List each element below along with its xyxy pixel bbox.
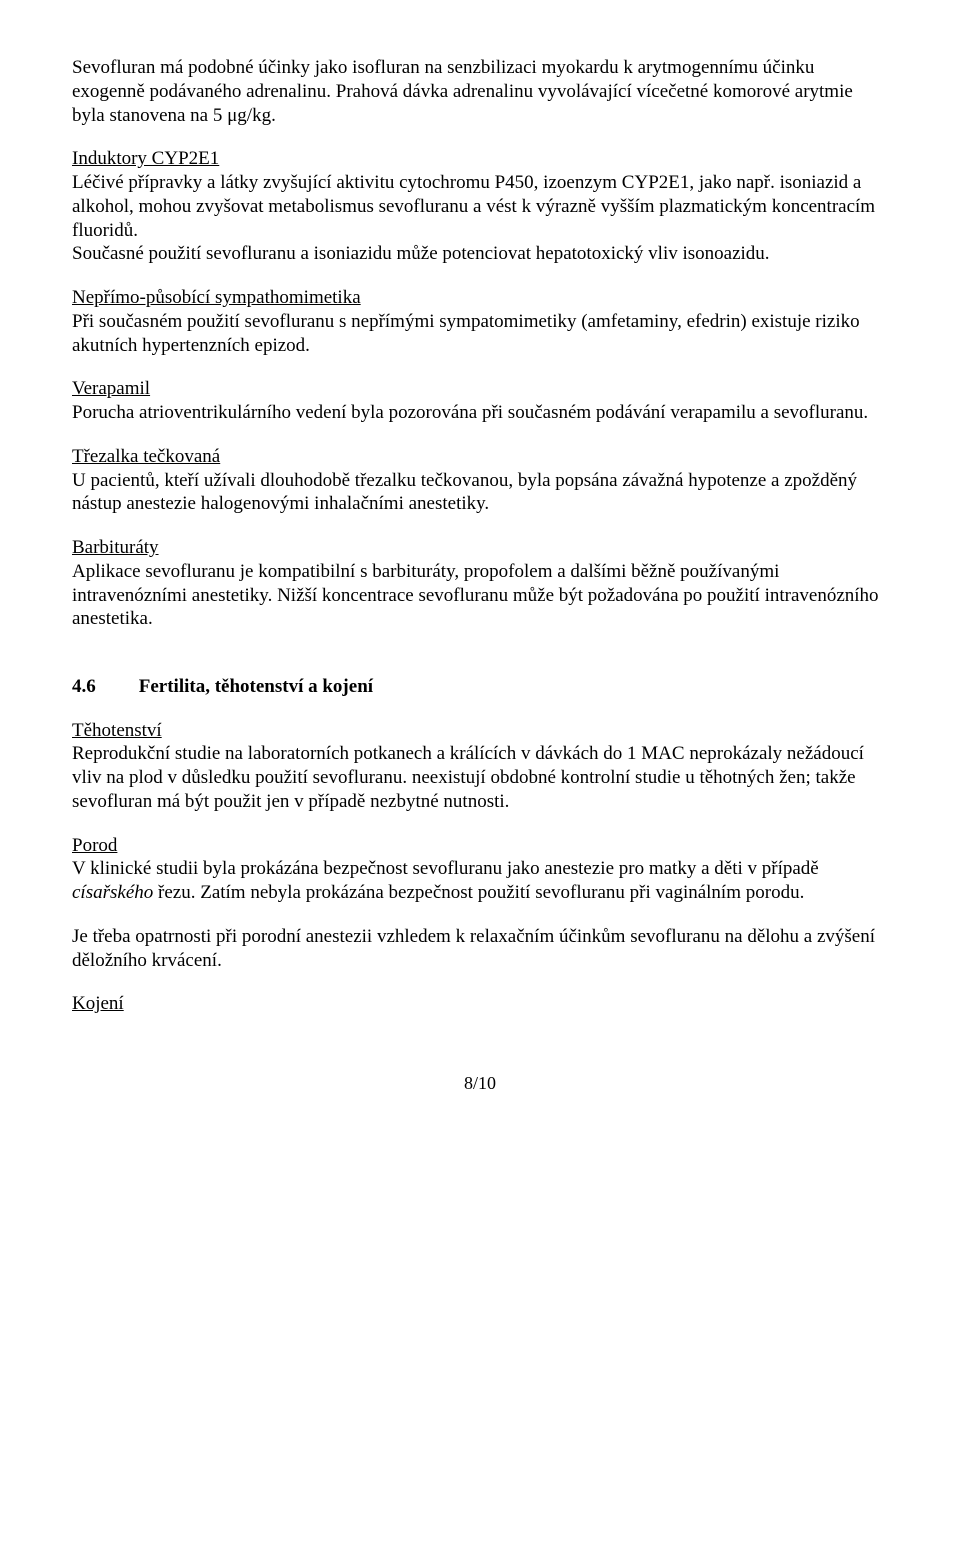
text-porod-c: řezu. Zatím nebyla prokázána bezpečnost …	[153, 882, 804, 903]
heading-neprimo: Nepřímo-působící sympathomimetika	[72, 286, 888, 310]
block-cyp: Induktory CYP2E1 Léčivé přípravky a látk…	[72, 147, 888, 266]
block-barbituraty: Barbituráty Aplikace sevofluranu je komp…	[72, 536, 888, 631]
text-trezalka: U pacientů, kteří užívali dlouhodobě tře…	[72, 470, 857, 515]
block-verapamil: Verapamil Porucha atrioventrikulárního v…	[72, 377, 888, 425]
heading-barbituraty: Barbituráty	[72, 536, 888, 560]
text-verapamil: Porucha atrioventrikulárního vedení byla…	[72, 402, 868, 423]
block-kojeni: Kojení	[72, 992, 888, 1016]
paragraph-intro: Sevofluran má podobné účinky jako isoflu…	[72, 56, 888, 127]
block-trezalka: Třezalka tečkovaná U pacientů, kteří uží…	[72, 445, 888, 516]
block-neprimo: Nepřímo-působící sympathomimetika Při so…	[72, 286, 888, 357]
page-number: 8/10	[72, 1072, 888, 1095]
heading-trezalka: Třezalka tečkovaná	[72, 445, 888, 469]
section-title: Fertilita, těhotenství a kojení	[139, 676, 373, 697]
heading-porod: Porod	[72, 834, 888, 858]
heading-cyp: Induktory CYP2E1	[72, 147, 888, 171]
text-barbituraty: Aplikace sevofluranu je kompatibilní s b…	[72, 561, 879, 630]
text-neprimo: Při současném použití sevofluranu s nepř…	[72, 311, 860, 356]
block-tehotenstvi: Těhotenství Reprodukční studie na labora…	[72, 719, 888, 814]
heading-kojeni: Kojení	[72, 992, 888, 1016]
text-cyp-2: Současné použití sevofluranu a isoniazid…	[72, 243, 770, 264]
text-porod-warning: Je třeba opatrnosti při porodní anestezi…	[72, 925, 888, 973]
text-tehotenstvi: Reprodukční studie na laboratorních potk…	[72, 743, 864, 812]
heading-tehotenstvi: Těhotenství	[72, 719, 888, 743]
text-cyp-1: Léčivé přípravky a látky zvyšující aktiv…	[72, 172, 875, 241]
section-number: 4.6	[72, 675, 134, 699]
text-porod-italic: císařského	[72, 882, 153, 903]
heading-verapamil: Verapamil	[72, 377, 888, 401]
text-porod-a: V klinické studii byla prokázána bezpečn…	[72, 858, 819, 879]
block-porod: Porod V klinické studii byla prokázána b…	[72, 834, 888, 905]
section-4-6-heading: 4.6 Fertilita, těhotenství a kojení	[72, 675, 888, 699]
